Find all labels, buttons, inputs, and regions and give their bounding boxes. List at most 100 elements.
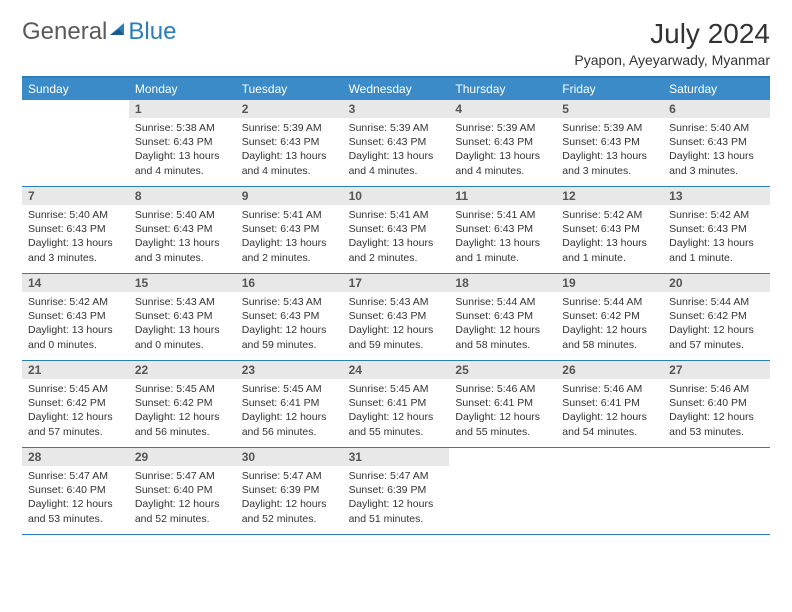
day-number: 11 — [449, 187, 556, 205]
day-details: Sunrise: 5:40 AMSunset: 6:43 PMDaylight:… — [22, 205, 129, 269]
day-details: Sunrise: 5:47 AMSunset: 6:39 PMDaylight:… — [236, 466, 343, 530]
day-cell: 18Sunrise: 5:44 AMSunset: 6:43 PMDayligh… — [449, 274, 556, 360]
page-header: General Blue July 2024 Pyapon, Ayeyarwad… — [22, 18, 770, 68]
sunset-text: Sunset: 6:42 PM — [28, 396, 123, 410]
day-cell: 12Sunrise: 5:42 AMSunset: 6:43 PMDayligh… — [556, 187, 663, 273]
sunset-text: Sunset: 6:43 PM — [135, 222, 230, 236]
day-number: 18 — [449, 274, 556, 292]
day-cell: 30Sunrise: 5:47 AMSunset: 6:39 PMDayligh… — [236, 448, 343, 534]
day-cell — [22, 100, 129, 186]
sunset-text: Sunset: 6:43 PM — [349, 222, 444, 236]
daylight-text: Daylight: 12 hours and 59 minutes. — [349, 323, 444, 351]
day-details: Sunrise: 5:39 AMSunset: 6:43 PMDaylight:… — [556, 118, 663, 182]
daylight-text: Daylight: 13 hours and 2 minutes. — [242, 236, 337, 264]
day-details: Sunrise: 5:42 AMSunset: 6:43 PMDaylight:… — [663, 205, 770, 269]
sunset-text: Sunset: 6:43 PM — [455, 222, 550, 236]
sunset-text: Sunset: 6:41 PM — [562, 396, 657, 410]
sunrise-text: Sunrise: 5:41 AM — [349, 208, 444, 222]
day-cell — [449, 448, 556, 534]
day-cell: 31Sunrise: 5:47 AMSunset: 6:39 PMDayligh… — [343, 448, 450, 534]
day-details: Sunrise: 5:42 AMSunset: 6:43 PMDaylight:… — [556, 205, 663, 269]
sunset-text: Sunset: 6:43 PM — [562, 135, 657, 149]
day-number: 15 — [129, 274, 236, 292]
sunset-text: Sunset: 6:43 PM — [28, 309, 123, 323]
sunset-text: Sunset: 6:41 PM — [349, 396, 444, 410]
sunrise-text: Sunrise: 5:42 AM — [562, 208, 657, 222]
daylight-text: Daylight: 12 hours and 58 minutes. — [455, 323, 550, 351]
day-number: 12 — [556, 187, 663, 205]
day-details: Sunrise: 5:44 AMSunset: 6:43 PMDaylight:… — [449, 292, 556, 356]
sunrise-text: Sunrise: 5:47 AM — [349, 469, 444, 483]
day-number: 30 — [236, 448, 343, 466]
day-cell: 3Sunrise: 5:39 AMSunset: 6:43 PMDaylight… — [343, 100, 450, 186]
daylight-text: Daylight: 12 hours and 52 minutes. — [242, 497, 337, 525]
day-cell: 20Sunrise: 5:44 AMSunset: 6:42 PMDayligh… — [663, 274, 770, 360]
sunrise-text: Sunrise: 5:42 AM — [28, 295, 123, 309]
week-row: 7Sunrise: 5:40 AMSunset: 6:43 PMDaylight… — [22, 187, 770, 274]
day-details: Sunrise: 5:39 AMSunset: 6:43 PMDaylight:… — [449, 118, 556, 182]
sunset-text: Sunset: 6:43 PM — [669, 135, 764, 149]
day-details: Sunrise: 5:41 AMSunset: 6:43 PMDaylight:… — [236, 205, 343, 269]
sunset-text: Sunset: 6:43 PM — [669, 222, 764, 236]
day-number: 13 — [663, 187, 770, 205]
daylight-text: Daylight: 13 hours and 0 minutes. — [28, 323, 123, 351]
sunrise-text: Sunrise: 5:41 AM — [455, 208, 550, 222]
calendar: Sunday Monday Tuesday Wednesday Thursday… — [22, 76, 770, 535]
sunrise-text: Sunrise: 5:39 AM — [349, 121, 444, 135]
sunset-text: Sunset: 6:42 PM — [135, 396, 230, 410]
day-number: 1 — [129, 100, 236, 118]
daylight-text: Daylight: 13 hours and 3 minutes. — [562, 149, 657, 177]
day-details: Sunrise: 5:43 AMSunset: 6:43 PMDaylight:… — [236, 292, 343, 356]
day-number: 22 — [129, 361, 236, 379]
sunset-text: Sunset: 6:42 PM — [669, 309, 764, 323]
day-cell: 23Sunrise: 5:45 AMSunset: 6:41 PMDayligh… — [236, 361, 343, 447]
logo-text-blue: Blue — [128, 18, 176, 46]
day-number: 10 — [343, 187, 450, 205]
day-number: 14 — [22, 274, 129, 292]
day-cell — [556, 448, 663, 534]
daylight-text: Daylight: 12 hours and 53 minutes. — [28, 497, 123, 525]
daylight-text: Daylight: 13 hours and 4 minutes. — [349, 149, 444, 177]
day-number: 29 — [129, 448, 236, 466]
day-cell: 9Sunrise: 5:41 AMSunset: 6:43 PMDaylight… — [236, 187, 343, 273]
day-cell: 11Sunrise: 5:41 AMSunset: 6:43 PMDayligh… — [449, 187, 556, 273]
daylight-text: Daylight: 12 hours and 55 minutes. — [349, 410, 444, 438]
day-number: 4 — [449, 100, 556, 118]
day-details: Sunrise: 5:46 AMSunset: 6:41 PMDaylight:… — [556, 379, 663, 443]
daylight-text: Daylight: 12 hours and 57 minutes. — [669, 323, 764, 351]
weekday-header: Sunday — [22, 78, 129, 100]
day-details: Sunrise: 5:39 AMSunset: 6:43 PMDaylight:… — [343, 118, 450, 182]
day-cell: 8Sunrise: 5:40 AMSunset: 6:43 PMDaylight… — [129, 187, 236, 273]
sunrise-text: Sunrise: 5:40 AM — [135, 208, 230, 222]
day-details: Sunrise: 5:39 AMSunset: 6:43 PMDaylight:… — [236, 118, 343, 182]
day-details: Sunrise: 5:47 AMSunset: 6:40 PMDaylight:… — [129, 466, 236, 530]
day-details: Sunrise: 5:44 AMSunset: 6:42 PMDaylight:… — [663, 292, 770, 356]
day-number: 25 — [449, 361, 556, 379]
day-cell: 25Sunrise: 5:46 AMSunset: 6:41 PMDayligh… — [449, 361, 556, 447]
day-details: Sunrise: 5:41 AMSunset: 6:43 PMDaylight:… — [449, 205, 556, 269]
sunrise-text: Sunrise: 5:46 AM — [669, 382, 764, 396]
weekday-header-row: Sunday Monday Tuesday Wednesday Thursday… — [22, 78, 770, 100]
day-cell: 21Sunrise: 5:45 AMSunset: 6:42 PMDayligh… — [22, 361, 129, 447]
logo-text-general: General — [22, 18, 107, 46]
day-number: 20 — [663, 274, 770, 292]
daylight-text: Daylight: 13 hours and 3 minutes. — [28, 236, 123, 264]
sunset-text: Sunset: 6:43 PM — [242, 135, 337, 149]
sunset-text: Sunset: 6:43 PM — [28, 222, 123, 236]
day-number: 27 — [663, 361, 770, 379]
day-cell: 24Sunrise: 5:45 AMSunset: 6:41 PMDayligh… — [343, 361, 450, 447]
day-cell: 29Sunrise: 5:47 AMSunset: 6:40 PMDayligh… — [129, 448, 236, 534]
sunrise-text: Sunrise: 5:47 AM — [28, 469, 123, 483]
sunset-text: Sunset: 6:43 PM — [242, 222, 337, 236]
daylight-text: Daylight: 12 hours and 52 minutes. — [135, 497, 230, 525]
day-cell: 26Sunrise: 5:46 AMSunset: 6:41 PMDayligh… — [556, 361, 663, 447]
daylight-text: Daylight: 13 hours and 2 minutes. — [349, 236, 444, 264]
day-details: Sunrise: 5:40 AMSunset: 6:43 PMDaylight:… — [663, 118, 770, 182]
day-details: Sunrise: 5:44 AMSunset: 6:42 PMDaylight:… — [556, 292, 663, 356]
sunrise-text: Sunrise: 5:40 AM — [669, 121, 764, 135]
day-details: Sunrise: 5:45 AMSunset: 6:41 PMDaylight:… — [236, 379, 343, 443]
sunrise-text: Sunrise: 5:39 AM — [455, 121, 550, 135]
day-number: 31 — [343, 448, 450, 466]
weekday-header: Thursday — [449, 78, 556, 100]
day-details: Sunrise: 5:41 AMSunset: 6:43 PMDaylight:… — [343, 205, 450, 269]
